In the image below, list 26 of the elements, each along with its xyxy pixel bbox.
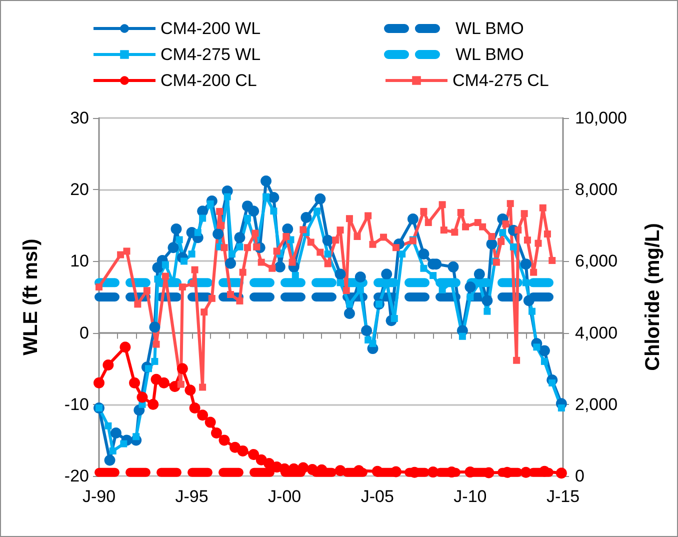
y2-tick-label: 0 (575, 466, 584, 486)
y2-axis-title: Chloride (mg/L) (642, 223, 664, 371)
legend-label: CM4-275 WL (160, 45, 261, 64)
legend-label: CM4-275 CL (452, 71, 549, 90)
y-tick-label: -10 (64, 394, 89, 414)
y2-tick-label: 8,000 (575, 180, 618, 200)
y-tick-label: 0 (80, 323, 89, 342)
y-tick-label: -20 (64, 466, 89, 486)
x-tick-label: J-05 (360, 487, 394, 506)
x-tick-label: J-90 (82, 487, 116, 506)
x-tick-label: J-15 (546, 487, 580, 506)
y-tick-label: 10 (70, 252, 89, 271)
legend-label: CM4-200 CL (160, 71, 257, 90)
legend-label: WL BMO (456, 19, 524, 38)
legend-label: CM4-200 WL (160, 19, 261, 38)
y-tick-label: 30 (70, 108, 89, 128)
y-tick-label: 20 (70, 180, 89, 200)
y2-tick-label: 10,000 (575, 108, 627, 128)
y2-tick-label: 6,000 (575, 252, 618, 271)
y2-tick-label: 2,000 (575, 394, 618, 414)
legend-label: WL BMO (456, 45, 524, 64)
x-tick-label: J-95 (175, 487, 208, 506)
x-tick-label: J-00 (268, 487, 302, 506)
x-tick-label: J-10 (454, 487, 487, 506)
y-axis-title: WLE (ft msl) (20, 238, 42, 356)
y2-tick-label: 4,000 (575, 323, 618, 342)
